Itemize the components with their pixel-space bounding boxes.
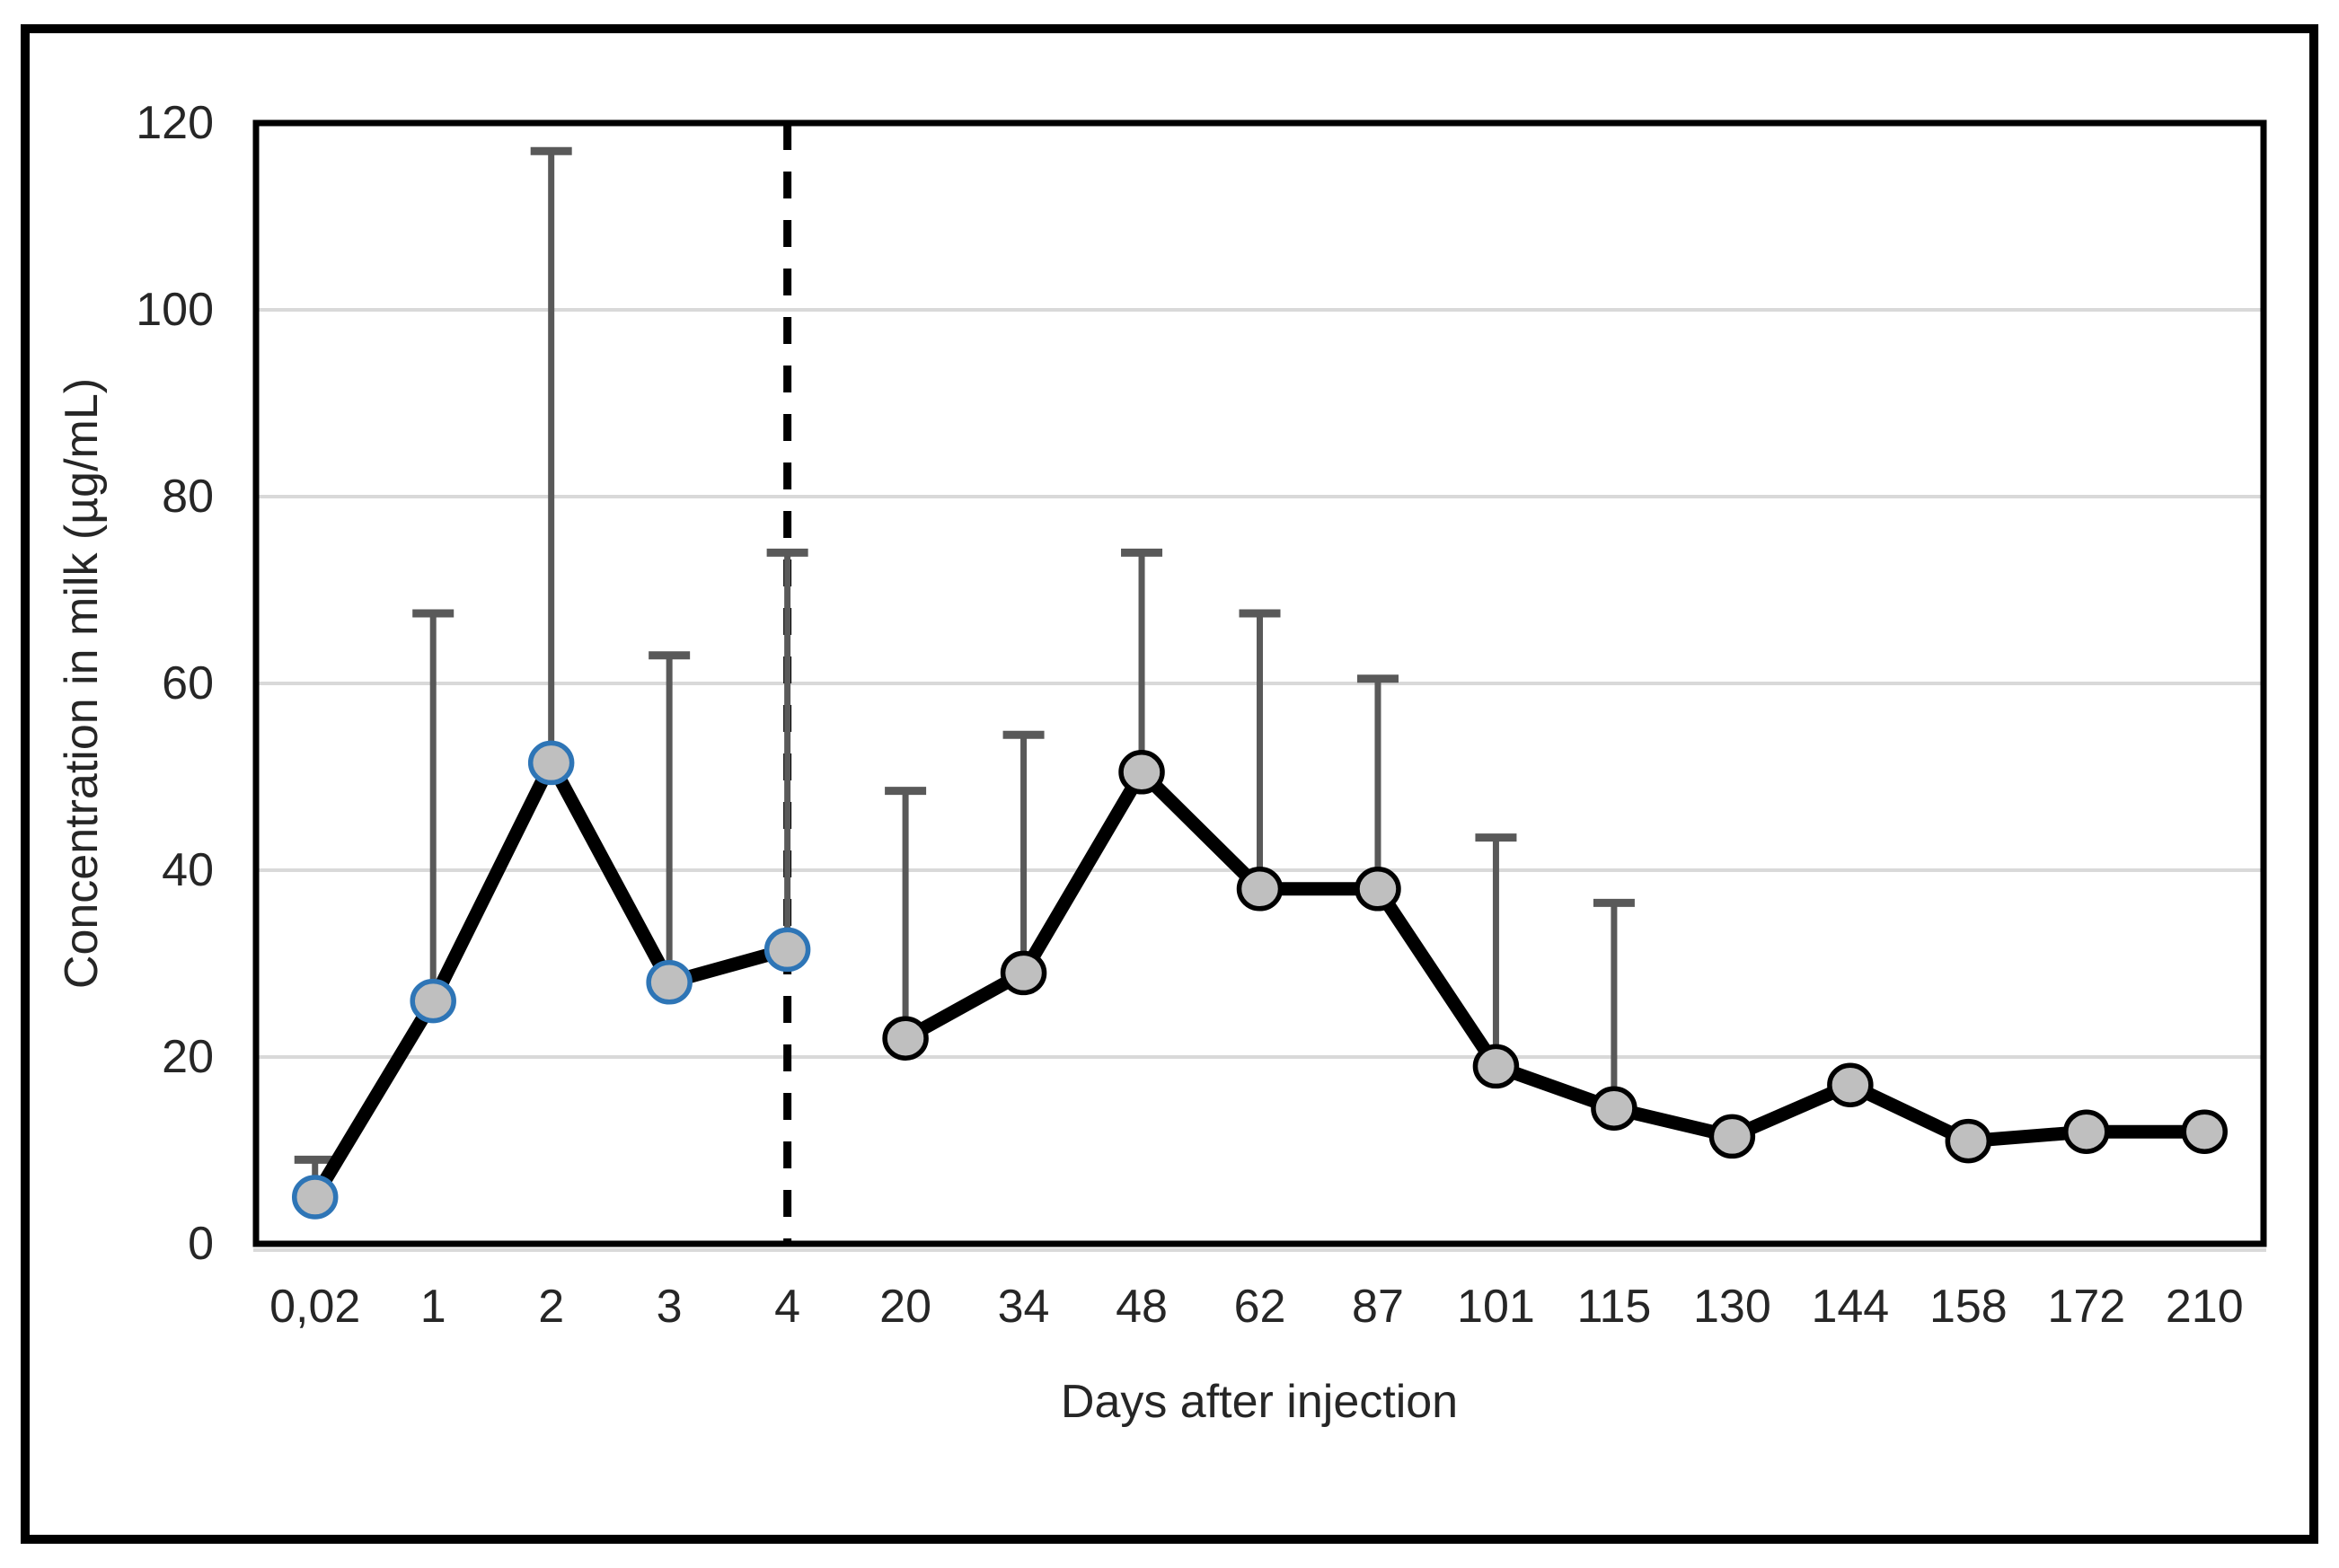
data-point-marker <box>1945 1118 1992 1164</box>
data-point-marker <box>1355 867 1401 912</box>
y-axis-title: Concentration in milk (µg/mL) <box>56 378 108 989</box>
x-tick-label: 210 <box>2166 1281 2244 1333</box>
x-tick-label: 62 <box>1234 1281 1286 1333</box>
x-tick-label: 158 <box>1929 1281 2008 1333</box>
data-point-marker <box>1236 867 1284 912</box>
data-point-marker <box>1591 1086 1637 1131</box>
y-tick-label: 40 <box>162 844 214 896</box>
data-point-marker <box>1472 1044 1520 1089</box>
figure-border <box>21 24 2318 1544</box>
x-tick-label: 0,02 <box>269 1281 360 1333</box>
y-tick-label: 100 <box>136 284 214 336</box>
x-tick-label: 3 <box>657 1281 683 1333</box>
x-tick-label: 4 <box>774 1281 800 1333</box>
x-tick-label: 115 <box>1576 1281 1651 1333</box>
data-point-marker <box>763 927 811 973</box>
x-tick-label: 2 <box>538 1281 564 1333</box>
y-tick-label: 60 <box>162 657 214 709</box>
x-tick-label: 144 <box>1811 1281 1889 1333</box>
data-point-marker <box>527 740 575 786</box>
y-tick-label: 80 <box>162 471 214 523</box>
error-bars <box>294 146 1635 1197</box>
gridlines <box>253 308 2266 1252</box>
x-tick-label: 130 <box>1693 1281 1771 1333</box>
data-point-marker <box>1708 1114 1756 1159</box>
plot-border <box>252 119 2267 1247</box>
x-tick-label: 1 <box>420 1281 446 1333</box>
x-tick-label: 20 <box>879 1281 931 1333</box>
data-point-marker <box>646 960 693 1005</box>
y-tick-label: 120 <box>136 97 214 149</box>
series-line <box>309 755 790 1201</box>
y-tick-label: 20 <box>162 1031 214 1083</box>
data-point-marker <box>410 978 456 1024</box>
data-point-marker <box>1000 950 1047 996</box>
data-point-marker <box>1118 750 1165 795</box>
x-tick-label: 87 <box>1352 1281 1404 1333</box>
series-line <box>902 765 2205 1149</box>
x-tick-label: 48 <box>1116 1281 1168 1333</box>
x-tick-label: 172 <box>2047 1281 2125 1333</box>
x-tick-label: 101 <box>1457 1281 1535 1333</box>
y-tick-label: 0 <box>188 1218 214 1270</box>
x-axis-title: Days after injection <box>1061 1376 1458 1428</box>
x-tick-label: 34 <box>998 1281 1050 1333</box>
data-point-marker <box>291 1175 339 1220</box>
axes <box>252 119 2267 1247</box>
data-point-marker <box>2063 1109 2110 1154</box>
data-point-marker <box>1827 1062 1874 1107</box>
data-point-marker <box>882 1016 929 1061</box>
data-point-markers <box>291 740 2229 1220</box>
data-point-marker <box>2181 1109 2229 1154</box>
